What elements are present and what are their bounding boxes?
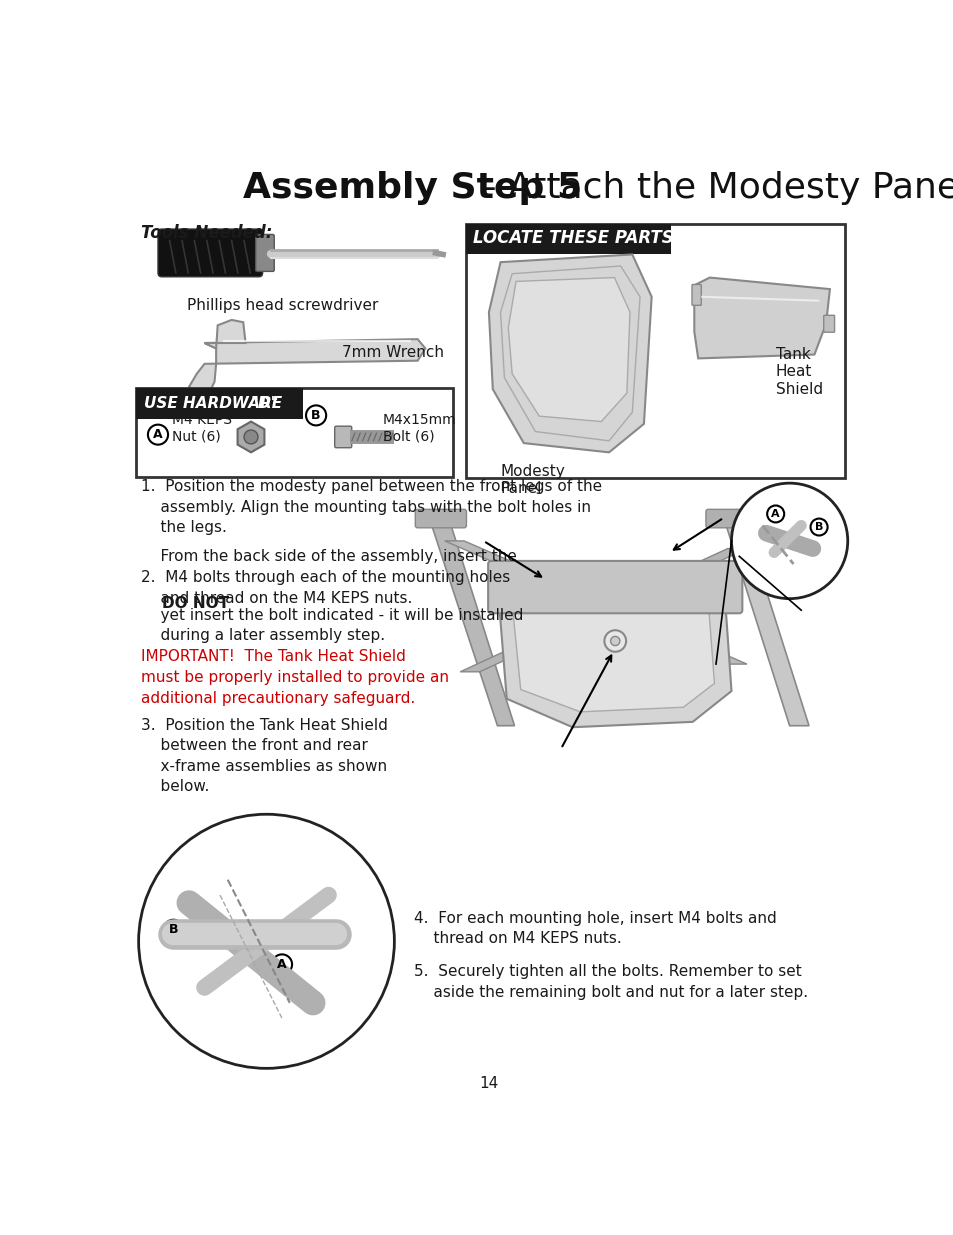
Bar <box>136 389 303 419</box>
Circle shape <box>604 630 625 652</box>
Text: A: A <box>153 429 163 441</box>
Text: 2.  M4 bolts through each of the mounting holes
    and thread on the M4 KEPS nu: 2. M4 bolts through each of the mounting… <box>141 571 510 605</box>
Circle shape <box>731 483 847 599</box>
FancyBboxPatch shape <box>415 509 466 527</box>
Polygon shape <box>459 548 746 672</box>
Bar <box>465 224 670 254</box>
Text: M4x15mm
Bolt (6): M4x15mm Bolt (6) <box>382 414 456 443</box>
Polygon shape <box>694 278 829 358</box>
Polygon shape <box>498 603 731 727</box>
Text: 1.  Position the modesty panel between the front legs of the
    assembly. Align: 1. Position the modesty panel between th… <box>141 479 601 535</box>
Polygon shape <box>508 278 629 421</box>
Circle shape <box>163 920 183 940</box>
Text: A: A <box>771 509 780 519</box>
Polygon shape <box>513 611 714 711</box>
Polygon shape <box>237 421 264 452</box>
FancyBboxPatch shape <box>335 426 352 448</box>
Text: Assembly Step 5: Assembly Step 5 <box>243 172 581 205</box>
Text: Phillips head screwdriver: Phillips head screwdriver <box>187 299 378 314</box>
FancyBboxPatch shape <box>691 284 700 305</box>
Circle shape <box>306 405 326 425</box>
Text: M4 KEPS
Nut (6): M4 KEPS Nut (6) <box>172 414 232 443</box>
Circle shape <box>810 519 827 536</box>
Text: 14: 14 <box>478 1076 498 1092</box>
Text: 5.  Securely tighten all the bolts. Remember to set
    aside the remaining bolt: 5. Securely tighten all the bolts. Remem… <box>414 965 807 1000</box>
Polygon shape <box>429 517 514 726</box>
Polygon shape <box>204 320 245 348</box>
Text: 3.  Position the Tank Heat Shield
    between the front and rear
    x-frame ass: 3. Position the Tank Heat Shield between… <box>141 718 388 794</box>
Text: A: A <box>277 958 287 971</box>
Polygon shape <box>723 517 808 726</box>
Circle shape <box>610 636 619 646</box>
Text: "D": "D" <box>251 395 279 410</box>
Polygon shape <box>444 541 746 664</box>
FancyBboxPatch shape <box>158 228 262 277</box>
FancyBboxPatch shape <box>705 509 757 527</box>
Text: - Attach the Modesty Panel: - Attach the Modesty Panel <box>472 172 953 205</box>
Text: IMPORTANT!  The Tank Heat Shield
must be properly installed to provide an
additi: IMPORTANT! The Tank Heat Shield must be … <box>141 648 449 705</box>
Circle shape <box>272 955 292 974</box>
Polygon shape <box>189 340 425 395</box>
Text: yet insert the bolt indicated - it will be installed
    during a later assembly: yet insert the bolt indicated - it will … <box>141 608 523 643</box>
Bar <box>136 389 452 477</box>
Text: Modesty
Panel: Modesty Panel <box>500 464 565 496</box>
Bar <box>465 224 844 478</box>
Text: From the back side of the assembly, insert the: From the back side of the assembly, inse… <box>141 548 517 563</box>
Text: 4.  For each mounting hole, insert M4 bolts and
    thread on M4 KEPS nuts.: 4. For each mounting hole, insert M4 bol… <box>414 910 776 946</box>
Circle shape <box>244 430 257 443</box>
FancyBboxPatch shape <box>822 315 834 332</box>
Circle shape <box>138 814 394 1068</box>
Text: DO NOT: DO NOT <box>141 597 229 611</box>
Text: B: B <box>169 924 178 936</box>
Text: 7mm Wrench: 7mm Wrench <box>342 345 444 359</box>
FancyBboxPatch shape <box>255 235 274 272</box>
FancyBboxPatch shape <box>488 561 741 614</box>
Text: LOCATE THESE PARTS:: LOCATE THESE PARTS: <box>473 230 680 247</box>
Circle shape <box>766 505 783 522</box>
Text: USE HARDWARE: USE HARDWARE <box>144 395 287 410</box>
Text: B: B <box>814 522 822 532</box>
Polygon shape <box>488 254 651 452</box>
Text: Tank
Heat
Shield: Tank Heat Shield <box>775 347 821 396</box>
Text: B: B <box>311 409 320 422</box>
Text: Tools Needed:: Tools Needed: <box>141 224 272 242</box>
Circle shape <box>148 425 168 445</box>
